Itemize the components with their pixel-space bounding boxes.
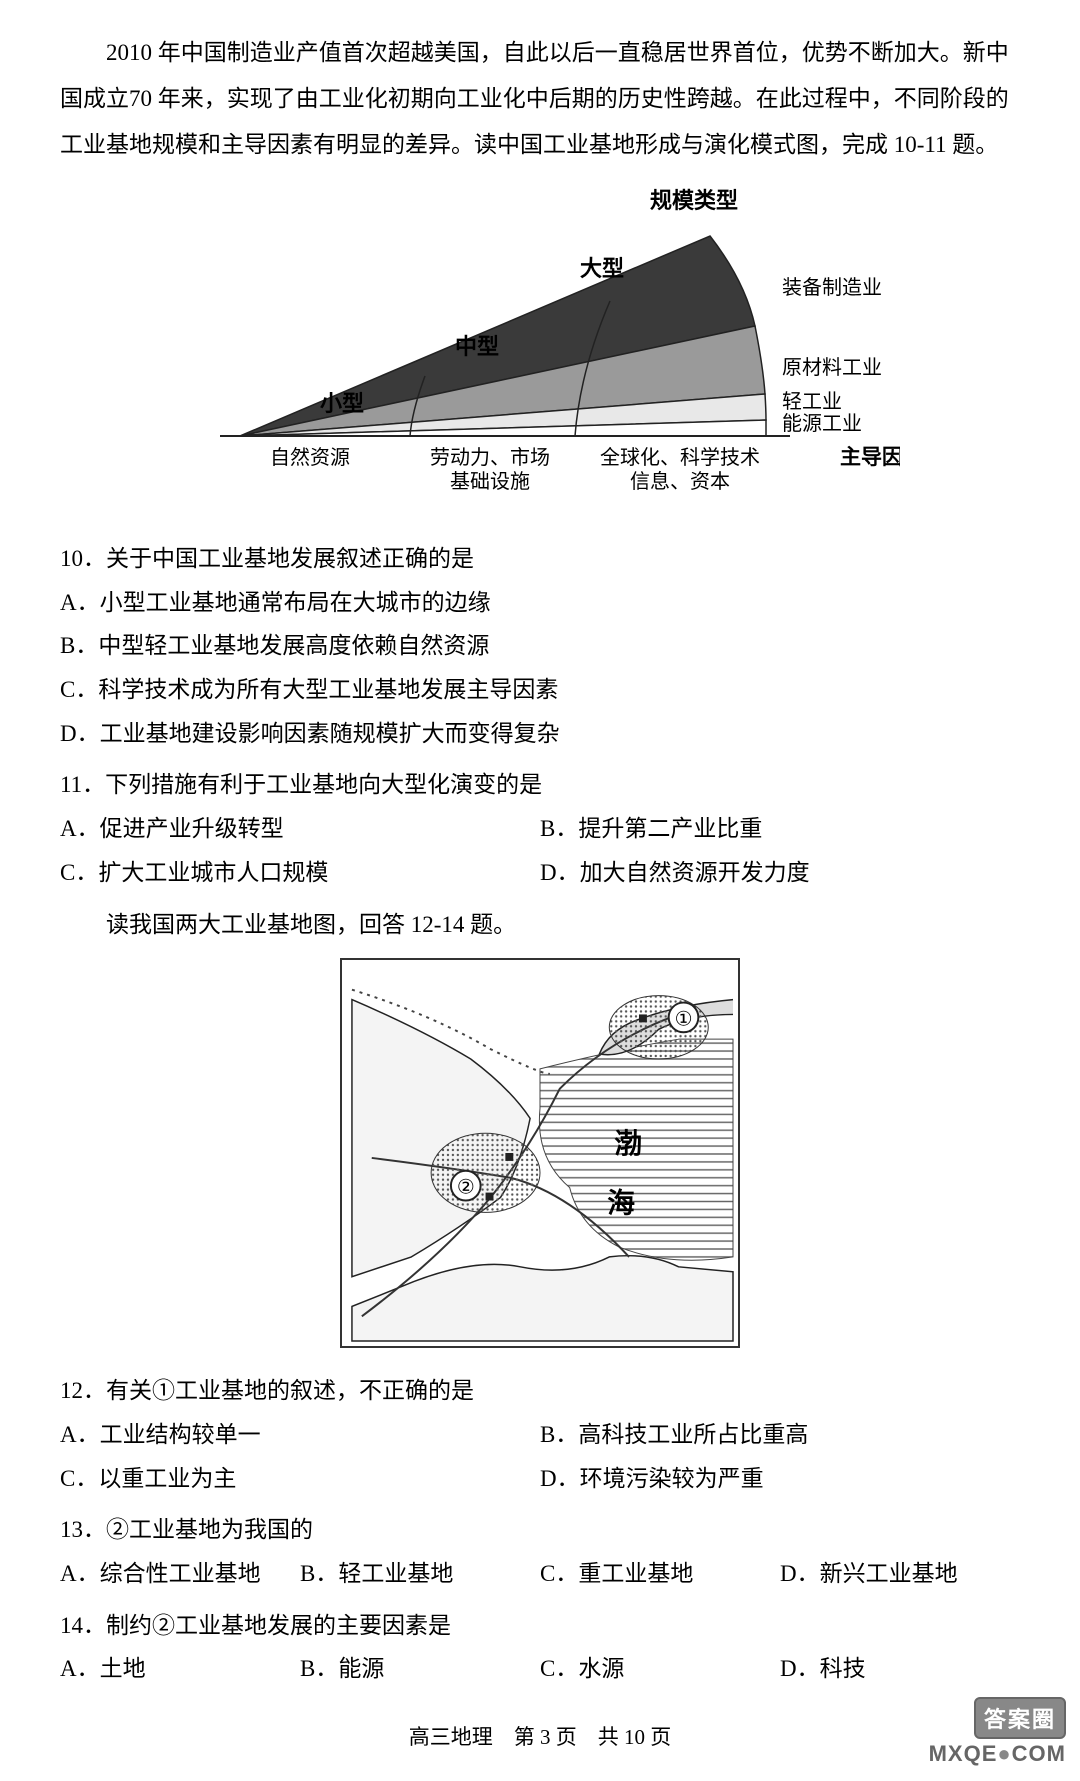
q14-option-d: D．科技 bbox=[780, 1647, 1020, 1691]
watermark: 答案圈 MXQE●COM bbox=[929, 1697, 1066, 1767]
label-hai: 海 bbox=[607, 1188, 635, 1219]
watermark-site: MXQE●COM bbox=[929, 1741, 1066, 1767]
industrial-scale-chart: 规模类型 小型 中型 大型 装备制造业 原材料工业 轻工业 能源工业 自然资源 … bbox=[180, 186, 900, 516]
right-label-4: 能源工业 bbox=[782, 412, 862, 435]
q10-option-c: C．科学技术成为所有大型工业基地发展主导因素 bbox=[60, 668, 1020, 712]
q13-option-d: D．新兴工业基地 bbox=[780, 1552, 1020, 1596]
scale-mid: 中型 bbox=[455, 334, 499, 359]
industrial-bases-map: ① ② 渤 海 bbox=[340, 958, 740, 1348]
city-sq-1 bbox=[505, 1153, 513, 1161]
q12-option-d: D．环境污染较为严重 bbox=[540, 1457, 1020, 1501]
city-sq-2 bbox=[486, 1193, 494, 1201]
city-sq-3 bbox=[639, 1015, 647, 1023]
q14-option-a: A．土地 bbox=[60, 1647, 300, 1691]
xcat-2-line2: 基础设施 bbox=[450, 470, 530, 493]
question-11: 11．下列措施有利于工业基地向大型化演变的是 A．促进产业升级转型 B．提升第二… bbox=[60, 763, 1020, 894]
q11-stem: 11．下列措施有利于工业基地向大型化演变的是 bbox=[60, 763, 1020, 807]
q13-option-b: B．轻工业基地 bbox=[300, 1552, 540, 1596]
q10-option-a: A．小型工业基地通常布局在大城市的边缘 bbox=[60, 581, 1020, 625]
map-figure: ① ② 渤 海 bbox=[60, 958, 1020, 1353]
xcat-2-line1: 劳动力、市场 bbox=[430, 446, 550, 469]
question-14: 14．制约②工业基地发展的主要因素是 A．土地 B．能源 C．水源 D．科技 bbox=[60, 1604, 1020, 1691]
q12-option-c: C．以重工业为主 bbox=[60, 1457, 540, 1501]
q10-option-d: D．工业基地建设影响因素随规模扩大而变得复杂 bbox=[60, 712, 1020, 756]
q12-stem: 12．有关①工业基地的叙述，不正确的是 bbox=[60, 1369, 1020, 1413]
q14-option-c: C．水源 bbox=[540, 1647, 780, 1691]
marker-2: ② bbox=[457, 1177, 475, 1199]
q10-option-b: B．中型轻工业基地发展高度依赖自然资源 bbox=[60, 624, 1020, 668]
q13-stem: 13．②工业基地为我国的 bbox=[60, 1508, 1020, 1552]
page-footer: 高三地理 第 3 页 共 10 页 bbox=[60, 1721, 1020, 1751]
question-10: 10．关于中国工业基地发展叙述正确的是 A．小型工业基地通常布局在大城市的边缘 … bbox=[60, 537, 1020, 755]
marker-1: ① bbox=[675, 1009, 693, 1031]
q13-option-a: A．综合性工业基地 bbox=[60, 1552, 300, 1596]
q14-option-b: B．能源 bbox=[300, 1647, 540, 1691]
q12-option-b: B．高科技工业所占比重高 bbox=[540, 1413, 1020, 1457]
q13-option-c: C．重工业基地 bbox=[540, 1552, 780, 1596]
question-13: 13．②工业基地为我国的 A．综合性工业基地 B．轻工业基地 C．重工业基地 D… bbox=[60, 1508, 1020, 1595]
q11-option-d: D．加大自然资源开发力度 bbox=[540, 851, 1020, 895]
watermark-badge: 答案圈 bbox=[974, 1697, 1066, 1739]
right-label-1: 装备制造业 bbox=[782, 276, 882, 299]
scale-large: 大型 bbox=[580, 256, 624, 281]
intro-paragraph: 2010 年中国制造业产值首次超越美国，自此以后一直稳居世界首位，优势不断加大。… bbox=[60, 30, 1020, 168]
site-dot: ● bbox=[997, 1741, 1011, 1766]
chart-top-title: 规模类型 bbox=[650, 188, 738, 213]
q11-option-a: A．促进产业升级转型 bbox=[60, 807, 540, 851]
q14-stem: 14．制约②工业基地发展的主要因素是 bbox=[60, 1604, 1020, 1648]
industrial-base-2 bbox=[431, 1133, 540, 1212]
xaxis-title: 主导因素 bbox=[840, 445, 900, 469]
sub-intro: 读我国两大工业基地图，回答 12-14 题。 bbox=[60, 903, 1020, 947]
site-post: COM bbox=[1012, 1741, 1066, 1766]
chart-figure: 规模类型 小型 中型 大型 装备制造业 原材料工业 轻工业 能源工业 自然资源 … bbox=[60, 186, 1020, 521]
xcat-3-line1: 全球化、科学技术 bbox=[600, 446, 760, 469]
xcat-1: 自然资源 bbox=[270, 446, 350, 469]
label-bo: 渤 bbox=[614, 1128, 642, 1159]
q11-option-b: B．提升第二产业比重 bbox=[540, 807, 1020, 851]
right-label-3: 轻工业 bbox=[782, 390, 842, 413]
q10-stem: 10．关于中国工业基地发展叙述正确的是 bbox=[60, 537, 1020, 581]
right-label-2: 原材料工业 bbox=[782, 356, 882, 379]
q11-option-c: C．扩大工业城市人口规模 bbox=[60, 851, 540, 895]
scale-small: 小型 bbox=[320, 391, 364, 416]
question-12: 12．有关①工业基地的叙述，不正确的是 A．工业结构较单一 B．高科技工业所占比… bbox=[60, 1369, 1020, 1500]
q12-option-a: A．工业结构较单一 bbox=[60, 1413, 540, 1457]
xcat-3-line2: 信息、资本 bbox=[630, 470, 730, 493]
site-pre: MXQE bbox=[929, 1741, 998, 1766]
